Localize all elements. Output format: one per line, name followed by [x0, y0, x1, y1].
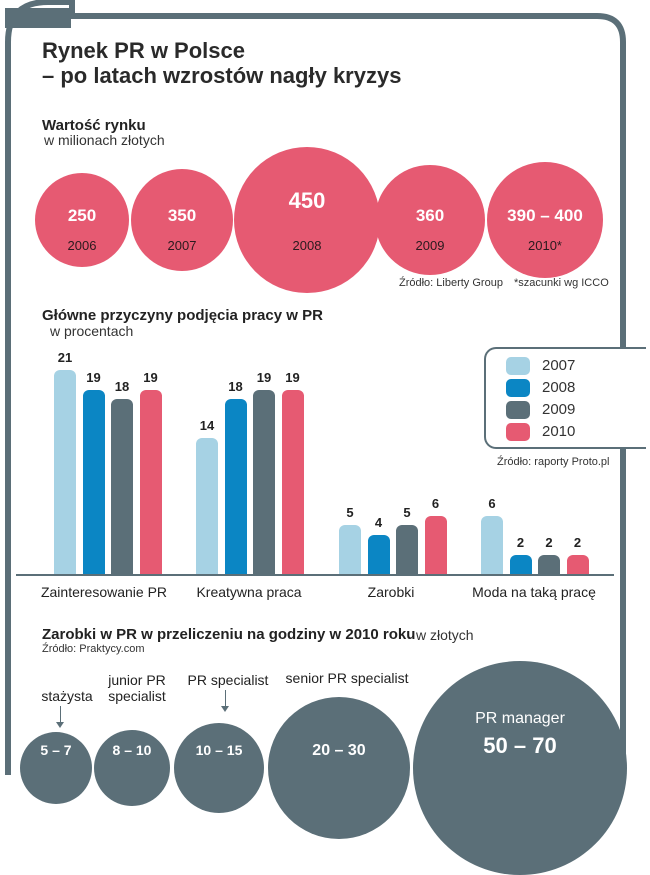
salary-range: 10 – 15	[195, 742, 243, 758]
salary-dome-5	[413, 661, 627, 875]
salary-range: 5 – 7	[40, 742, 72, 758]
bar-2007-3	[339, 525, 361, 574]
market-bubble-2008	[234, 147, 380, 293]
legend-label: 2010	[542, 423, 576, 440]
salary-range: 50 – 70	[483, 733, 557, 758]
salary-role: PR manager	[475, 710, 565, 727]
salary-role: junior PR specialist	[108, 672, 166, 704]
legend-label: 2008	[542, 379, 576, 396]
bar-value-label: 18	[114, 379, 130, 394]
bar-2009-3	[396, 525, 418, 574]
bar-value-label: 5	[403, 505, 411, 520]
category-label: Zainteresowanie PR	[40, 584, 168, 600]
market-bubble-year: 2006	[67, 238, 97, 253]
bar-2009-4	[538, 555, 560, 574]
bar-value-label: 21	[57, 350, 73, 365]
bar-2008-2	[224, 399, 247, 574]
market-bubble-year: 2009	[415, 238, 445, 253]
bar-2009-2	[253, 390, 275, 574]
legend-label: 2007	[542, 357, 576, 374]
page-title-line-2: – po latach wzrostów nagły kryzys	[42, 63, 402, 88]
market-bubble-value: 390 – 400	[507, 206, 583, 225]
category-label: Zarobki	[367, 584, 415, 600]
bar-value-label: 2	[573, 535, 582, 550]
frame-border	[5, 0, 626, 775]
reasons-subtitle: w procentach	[50, 323, 134, 339]
market-bubble-2007	[131, 169, 233, 271]
bar-2010-2	[281, 390, 304, 574]
bar-2008-3	[367, 535, 390, 574]
reasons-source: Źródło: raporty Proto.pl	[497, 456, 610, 468]
salary-role: PR specialist	[187, 672, 269, 688]
pointer-arrow-line	[225, 690, 226, 706]
legend-swatch	[506, 401, 530, 419]
market-bubble-year: 2007	[167, 238, 197, 253]
salary-unit: w złotych	[416, 627, 474, 643]
salary-role: stażysta	[41, 688, 93, 704]
market-bubble-value: 450	[288, 188, 326, 213]
salary-dome-4	[268, 697, 410, 839]
market-bubble-2009	[375, 165, 485, 275]
salary-title: Zarobki w PR w przeliczeniu na godziny w…	[42, 626, 416, 643]
market-source: Źródło: Liberty Group	[399, 277, 503, 289]
bar-value-label: 2	[516, 535, 525, 550]
bar-2010-4	[566, 555, 589, 574]
bar-value-label: 4	[374, 515, 383, 530]
bar-2007-4	[481, 516, 503, 574]
market-bubble-year: 2010*	[528, 238, 562, 253]
market-subtitle: w milionach złotych	[44, 132, 165, 148]
bar-value-label: 14	[199, 418, 215, 433]
salary-range: 8 – 10	[112, 742, 152, 758]
market-bubble-value: 360	[415, 206, 445, 225]
category-label: Kreatywna praca	[196, 584, 302, 600]
market-bubble-value: 350	[167, 206, 197, 225]
bar-2007-2	[196, 438, 218, 574]
market-bubble-value: 250	[67, 206, 97, 225]
pointer-arrow-line	[60, 706, 61, 722]
market-note: *szacunki wg ICCO	[514, 277, 609, 289]
bar-value-label: 6	[431, 496, 440, 511]
bar-2009-1	[111, 399, 133, 574]
bar-2007-1	[54, 370, 76, 574]
bar-value-label: 19	[143, 370, 158, 385]
salary-source: Źródło: Praktycy.com	[42, 643, 145, 655]
legend-swatch	[506, 379, 530, 397]
category-label: Moda na taką pracę	[472, 584, 596, 600]
bar-value-label: 19	[285, 370, 300, 385]
bar-2010-3	[424, 516, 447, 574]
market-title: Wartość rynku	[42, 117, 146, 134]
pointer-arrow-head	[56, 722, 64, 728]
chart-legend: 2007 2008 2009 2010	[484, 347, 646, 449]
market-bubble-2010	[487, 162, 603, 278]
bar-2010-1	[139, 390, 162, 574]
bar-2008-4	[509, 555, 532, 574]
chart-baseline	[16, 574, 614, 576]
market-bubble-2006	[35, 173, 129, 267]
salary-dome-3	[174, 723, 264, 813]
market-bubble-year: 2008	[292, 238, 322, 253]
bar-value-label: 5	[346, 505, 354, 520]
reasons-title: Główne przyczyny podjęcia pracy w PR	[42, 307, 323, 324]
bar-value-label: 19	[256, 370, 272, 385]
bar-value-label: 18	[228, 379, 243, 394]
legend-swatch	[506, 423, 530, 441]
bar-value-label: 2	[545, 535, 553, 550]
legend-label: 2009	[542, 401, 576, 418]
legend-swatch	[506, 357, 530, 375]
pointer-arrow-head	[221, 706, 229, 712]
bar-value-label: 6	[488, 496, 496, 511]
bar-2008-1	[82, 390, 105, 574]
salary-role: senior PR specialist	[285, 670, 409, 686]
salary-range: 20 – 30	[312, 742, 366, 759]
page-title-line-1: Rynek PR w Polsce	[42, 38, 245, 63]
bar-value-label: 19	[86, 370, 101, 385]
